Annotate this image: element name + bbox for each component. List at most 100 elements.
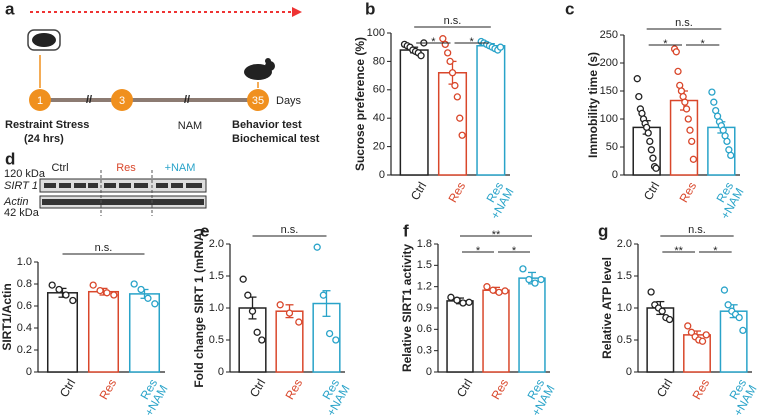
y-tick-label: 100 [367,27,385,39]
y-tick-label: 250 [600,29,618,41]
panel-letter: f [403,221,409,240]
data-point [735,313,743,322]
data-point [647,288,655,296]
y-tick-label: 1.5 [417,259,432,271]
panel-letter: a [5,0,15,18]
data-point [276,301,284,309]
panel-letter: b [365,0,375,18]
significance-label: ** [492,229,501,241]
data-point [646,137,654,146]
blot-group: Ctrl [51,162,68,174]
y-tick-label: 1.5 [209,270,224,282]
blot-row: Actin [3,196,28,208]
data-point [689,155,698,163]
data-point [144,294,152,302]
y-tick-label: 150 [600,85,618,97]
stress-label: Restraint Stress [5,119,89,131]
data-point [239,275,247,283]
data-point [458,131,466,139]
data-point [456,114,464,122]
y-tick-label: 1.8 [417,238,432,250]
significance-label: * [476,245,481,257]
bar [446,300,474,373]
data-point [698,337,707,345]
y-tick-label: 0 [218,366,224,378]
y-tick-label: 0.4 [17,322,32,334]
bar [476,45,506,176]
data-point [674,67,682,76]
y-axis-label: Immobility time (s) [586,52,600,158]
data-point [253,328,261,336]
y-tick-label: 200 [600,57,618,69]
day-marker [29,89,51,111]
y-axis-label: Fold change SIRT 1 (mRNA) [192,228,206,387]
data-point [69,296,77,305]
y-tick-label: 1.0 [617,302,632,314]
data-point [319,291,328,299]
y-tick-label: 1.0 [17,256,32,268]
data-point [325,329,334,338]
significance-label: * [663,38,668,50]
data-point [258,336,266,344]
data-point [55,285,63,294]
day-marker [247,89,269,111]
data-point [453,296,461,304]
data-point [313,243,321,251]
y-tick-label: 60 [373,84,385,96]
mouse-icon [244,58,275,80]
data-point [96,286,104,295]
significance-label: n.s. [675,17,693,29]
y-axis-label: SIRT1/Actin [0,283,14,350]
data-point [739,326,747,335]
y-tick-label: 2.0 [617,238,632,250]
data-point [649,154,657,162]
data-point [103,289,111,297]
y-tick-label: 1.0 [209,302,224,314]
data-point [702,331,710,339]
data-point [681,98,689,106]
data-point [658,307,666,315]
significance-label: n.s. [444,15,462,27]
data-point [724,301,732,309]
marker-label: 42 kDa [4,207,40,219]
data-point [496,43,505,51]
data-point [448,69,457,77]
data-point [644,129,652,137]
y-axis-label: Relative ATP level [600,257,614,359]
y-tick-label: 0.2 [17,344,32,356]
y-tick-label: 0.5 [209,334,224,346]
data-point [244,291,252,299]
data-point [48,281,56,289]
blot-bands [42,183,204,205]
bar [669,99,699,176]
day-label: 3 [119,95,125,107]
significance-label: * [701,38,706,50]
marker-label: 120 kDa [4,168,46,180]
data-point [708,88,716,96]
y-tick-label: 1.2 [417,281,432,293]
data-point [446,57,454,66]
data-point [686,126,694,134]
day-marker [111,89,133,111]
break-mark: // [184,94,190,106]
data-point [688,137,696,146]
bar [482,289,510,373]
bar [437,72,468,176]
data-point [451,81,459,90]
data-point [248,307,257,315]
significance-label: * [470,36,475,48]
blot-row: SIRT 1 [4,180,38,192]
y-tick-label: 0 [26,366,32,378]
data-point [687,328,696,336]
y-tick-label: 0.5 [617,334,632,346]
data-point [151,300,159,308]
significance-label: n.s. [281,224,299,236]
data-point [332,336,340,344]
data-point [519,265,527,273]
significance-label: n.s. [95,242,113,254]
significance-label: n.s. [688,224,706,236]
data-point [447,293,455,301]
panel-letter: e [200,221,209,240]
